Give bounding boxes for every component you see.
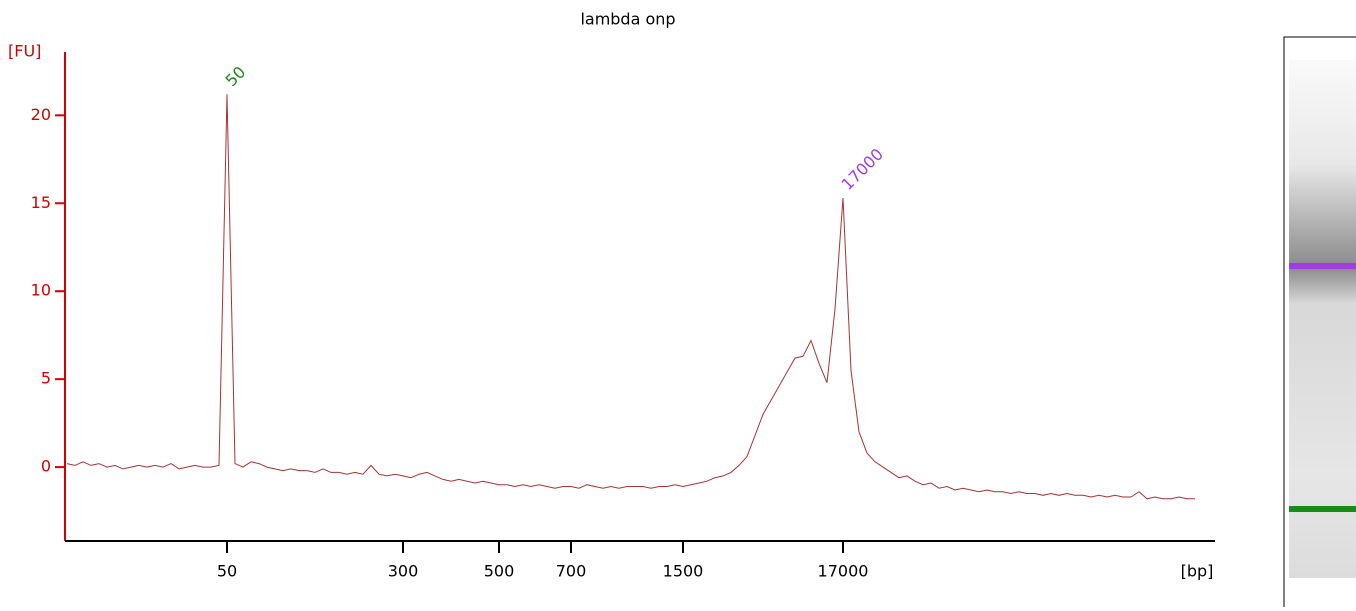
y-tick-label: 5 <box>41 369 51 388</box>
peak-annotation: 50 <box>222 62 250 90</box>
x-tick-label: 50 <box>217 562 237 581</box>
peak-annotation: 17000 <box>838 145 887 194</box>
x-tick-label: 300 <box>388 562 419 581</box>
trace <box>66 94 1195 500</box>
x-tick-label: 700 <box>556 562 587 581</box>
y-tick-label: 15 <box>31 193 51 212</box>
y-tick-label: 0 <box>41 457 51 476</box>
x-tick-label: 500 <box>484 562 515 581</box>
y-axis-label: [FU] <box>8 42 41 61</box>
y-tick-label: 10 <box>31 281 51 300</box>
chart-title: lambda onp <box>580 10 675 29</box>
x-tick-label: 17000 <box>818 562 869 581</box>
x-axis-label: [bp] <box>1181 562 1214 581</box>
y-tick-label: 20 <box>31 105 51 124</box>
gel-lower-marker <box>1289 506 1356 512</box>
gel-lane <box>1289 60 1356 578</box>
x-tick-label: 1500 <box>663 562 704 581</box>
gel-upper-marker <box>1289 263 1356 269</box>
